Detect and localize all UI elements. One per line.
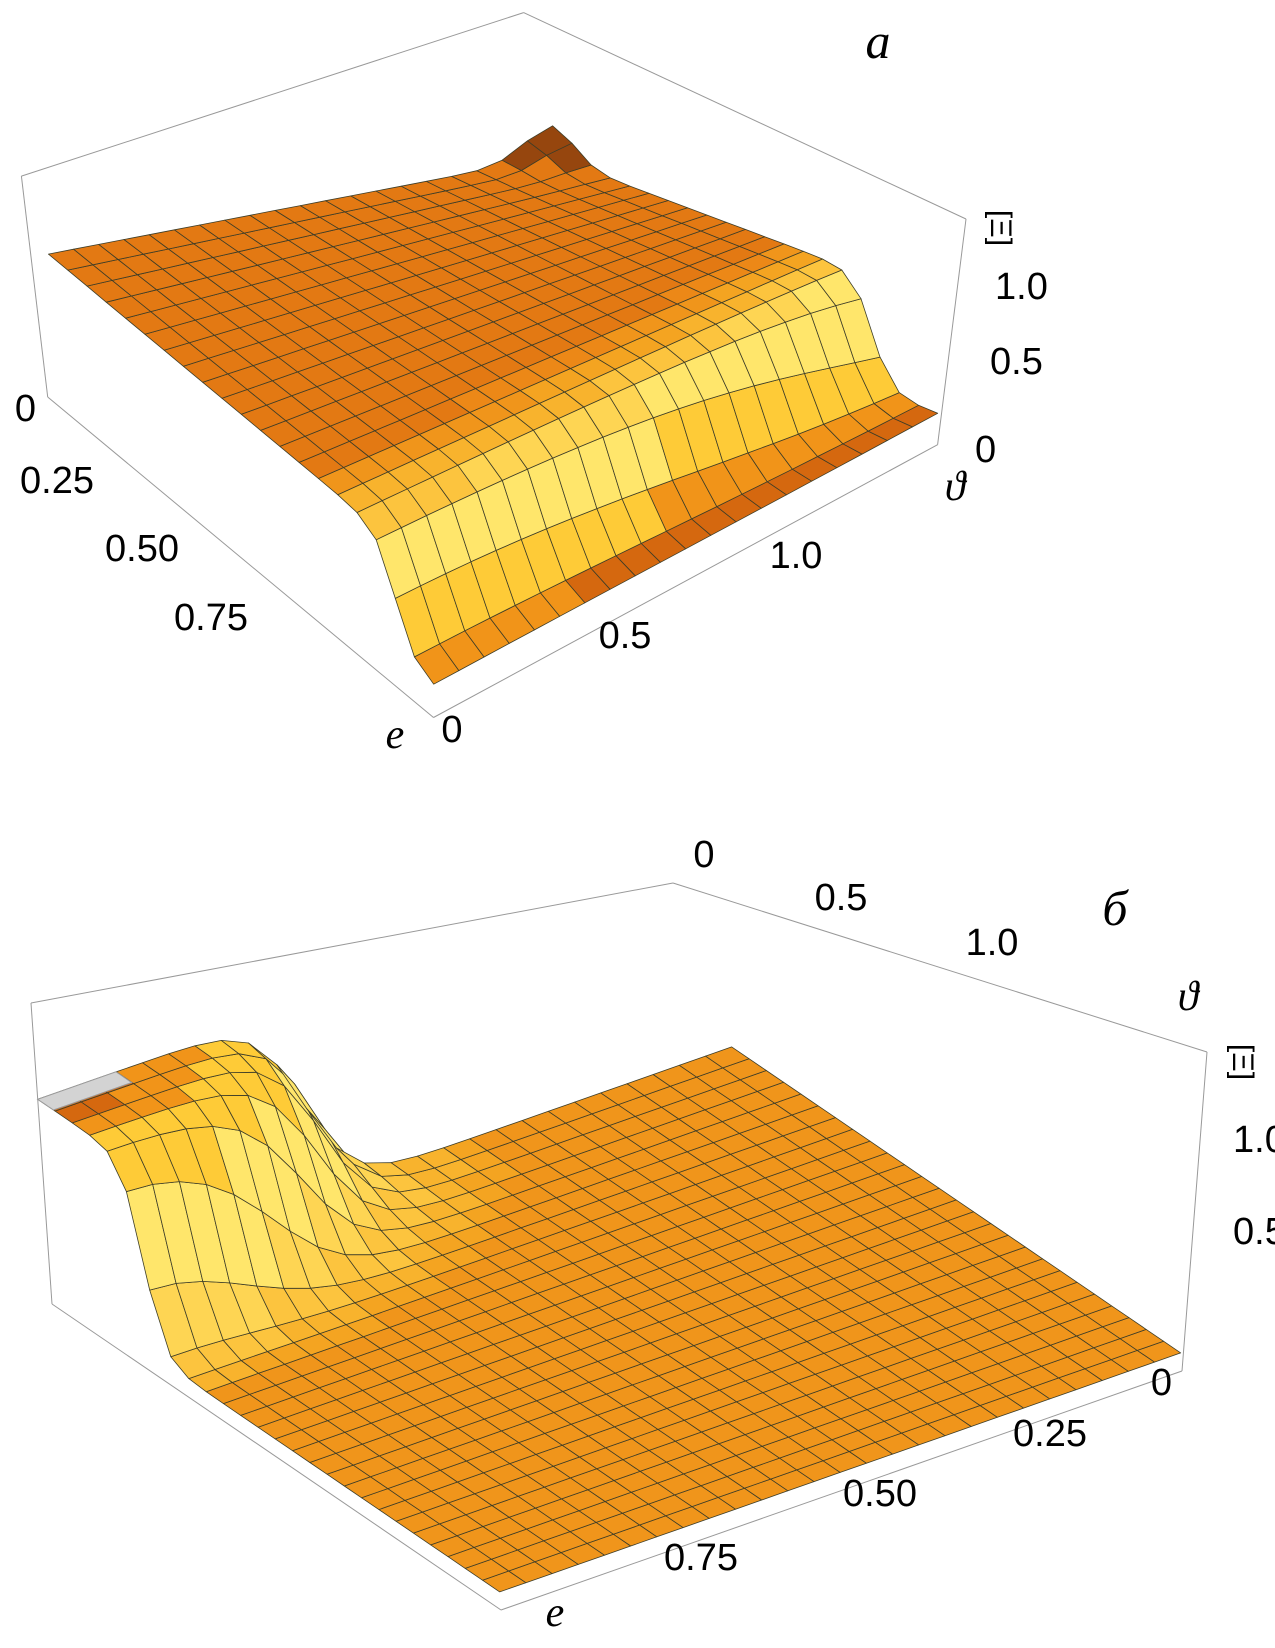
svg-text:1.0: 1.0 bbox=[770, 535, 823, 577]
svg-text:0.75: 0.75 bbox=[664, 1537, 738, 1579]
svg-text:0: 0 bbox=[693, 834, 714, 876]
svg-text:0.25: 0.25 bbox=[20, 460, 94, 502]
svg-text:0.50: 0.50 bbox=[105, 528, 179, 570]
svg-text:0: 0 bbox=[15, 388, 36, 430]
svg-text:0: 0 bbox=[1151, 1362, 1172, 1404]
svg-text:ϑ: ϑ bbox=[1178, 974, 1201, 1020]
svg-text:1.0: 1.0 bbox=[966, 922, 1019, 964]
svg-text:б: б bbox=[1102, 880, 1129, 936]
svg-text:0: 0 bbox=[975, 429, 996, 471]
svg-text:e: e bbox=[386, 712, 405, 758]
svg-text:a: a bbox=[866, 13, 891, 69]
svg-text:[Ξ]: [Ξ] bbox=[1226, 1044, 1259, 1080]
svg-text:ϑ: ϑ bbox=[945, 464, 968, 510]
svg-text:0.75: 0.75 bbox=[174, 597, 248, 639]
svg-text:0: 0 bbox=[441, 709, 462, 751]
svg-text:e: e bbox=[546, 1590, 565, 1636]
svg-text:0.25: 0.25 bbox=[1013, 1413, 1087, 1455]
svg-text:0.5: 0.5 bbox=[815, 877, 868, 919]
svg-text:0.5: 0.5 bbox=[599, 615, 652, 657]
svg-text:0.5: 0.5 bbox=[1233, 1211, 1275, 1253]
svg-text:0.5: 0.5 bbox=[990, 341, 1043, 383]
svg-text:0.50: 0.50 bbox=[843, 1473, 917, 1515]
svg-text:1.0: 1.0 bbox=[995, 266, 1048, 308]
svg-text:[Ξ]: [Ξ] bbox=[984, 210, 1017, 246]
svg-text:1.0: 1.0 bbox=[1233, 1119, 1275, 1161]
